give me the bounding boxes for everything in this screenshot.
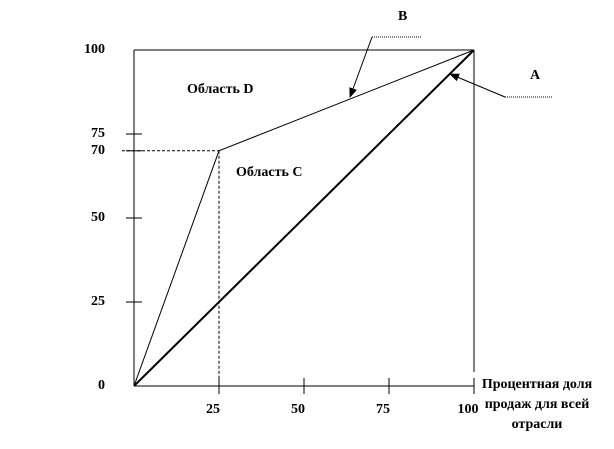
y-tick-label: 70 [91, 143, 105, 158]
x-axis-label: отрасли [512, 417, 563, 432]
series-label: A [530, 68, 541, 83]
region-label: Область D [187, 82, 254, 97]
y-tick-label: 0 [98, 378, 105, 393]
x-tick-label: 100 [458, 402, 479, 417]
x-tick-label: 75 [376, 402, 390, 417]
series-label: B [398, 9, 407, 24]
leader-arrow [449, 73, 506, 98]
series-line [133, 49, 475, 387]
x-tick-label: 50 [291, 402, 305, 417]
x-axis-label: продаж для всей [485, 397, 590, 412]
y-tick-label: 25 [91, 294, 105, 309]
y-tick-label: 100 [84, 42, 105, 57]
x-tick-label: 25 [206, 402, 220, 417]
y-tick-label: 50 [91, 210, 105, 225]
x-axis-label: Процентная доля [482, 377, 593, 392]
region-label: Область C [236, 165, 303, 180]
y-tick-label: 75 [91, 126, 105, 141]
leader-arrow [349, 36, 373, 98]
